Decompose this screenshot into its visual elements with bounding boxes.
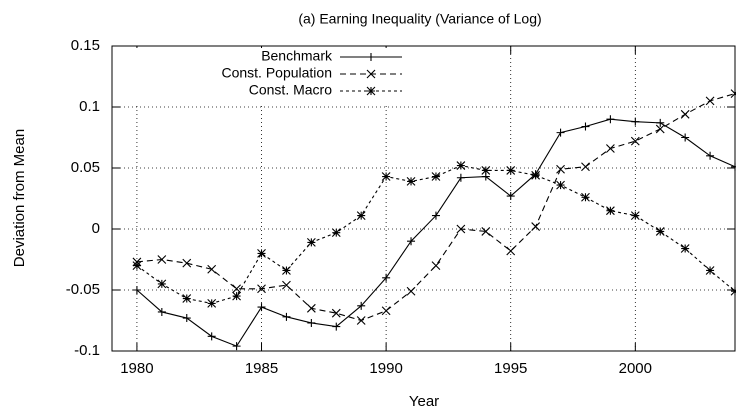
data-point bbox=[456, 161, 466, 170]
y-tick-label: 0.15 bbox=[71, 37, 100, 54]
data-point bbox=[631, 117, 640, 126]
data-point bbox=[680, 244, 690, 253]
data-point bbox=[157, 255, 167, 264]
data-point bbox=[257, 303, 266, 312]
data-point bbox=[382, 273, 391, 282]
series-line bbox=[136, 93, 736, 322]
data-point bbox=[431, 211, 440, 220]
data-point bbox=[331, 228, 341, 238]
data-point bbox=[282, 280, 291, 290]
data-point bbox=[581, 192, 590, 202]
data-point bbox=[706, 151, 715, 160]
data-point bbox=[655, 227, 665, 236]
data-point bbox=[207, 299, 217, 308]
data-point bbox=[381, 172, 391, 181]
y-axis-label: Deviation from Mean bbox=[11, 129, 28, 267]
x-tick-label: 2000 bbox=[619, 360, 652, 377]
data-point bbox=[332, 322, 341, 331]
data-point bbox=[655, 124, 665, 134]
data-point bbox=[157, 279, 167, 289]
data-point bbox=[331, 308, 341, 318]
data-point bbox=[207, 264, 217, 274]
data-point bbox=[581, 162, 590, 172]
data-point bbox=[556, 164, 565, 174]
data-point bbox=[157, 307, 166, 316]
data-point bbox=[282, 312, 291, 321]
data-point bbox=[656, 118, 665, 127]
data-point bbox=[132, 286, 141, 294]
data-point bbox=[356, 316, 366, 325]
y-tick-label: 0 bbox=[92, 220, 100, 237]
data-point bbox=[182, 294, 192, 303]
x-axis-label: Year bbox=[409, 393, 439, 410]
data-point bbox=[630, 211, 640, 220]
data-point bbox=[182, 314, 191, 323]
data-point bbox=[182, 258, 192, 268]
data-point bbox=[431, 261, 441, 270]
data-point bbox=[531, 170, 541, 180]
data-point bbox=[406, 286, 416, 296]
x-tick-label: 1980 bbox=[120, 360, 153, 377]
data-point bbox=[730, 89, 736, 98]
data-point bbox=[531, 222, 541, 231]
data-point bbox=[705, 266, 715, 275]
series-line bbox=[136, 118, 736, 347]
data-point bbox=[630, 136, 640, 146]
data-point bbox=[506, 246, 516, 256]
data-point bbox=[680, 109, 690, 119]
y-tick-label: 0.05 bbox=[71, 159, 100, 176]
data-point bbox=[431, 172, 441, 181]
legend-marker bbox=[366, 69, 376, 79]
data-point bbox=[731, 162, 736, 171]
data-point bbox=[730, 286, 736, 296]
legend-marker bbox=[366, 86, 376, 96]
y-tick-label: 0.1 bbox=[79, 98, 100, 115]
data-point bbox=[232, 342, 241, 351]
plot-frame bbox=[111, 45, 736, 352]
data-point bbox=[456, 224, 466, 234]
data-point bbox=[481, 227, 491, 236]
legend-label: Const. Population bbox=[221, 65, 332, 81]
data-point bbox=[705, 96, 715, 106]
data-point bbox=[456, 173, 465, 182]
y-tick-label: -0.05 bbox=[66, 281, 100, 298]
data-point bbox=[406, 177, 416, 186]
data-point bbox=[506, 166, 516, 175]
x-tick-label: 1985 bbox=[245, 360, 278, 377]
data-point bbox=[356, 211, 366, 220]
legend-marker bbox=[367, 53, 375, 61]
data-point bbox=[257, 249, 266, 258]
legend-label: Const. Macro bbox=[249, 82, 332, 98]
data-point bbox=[581, 122, 590, 131]
data-point bbox=[207, 332, 216, 341]
data-point bbox=[407, 237, 416, 246]
data-point bbox=[381, 306, 391, 316]
data-point bbox=[282, 266, 291, 275]
data-point bbox=[306, 238, 316, 247]
data-point bbox=[357, 301, 366, 310]
y-tick-label: -0.1 bbox=[74, 342, 100, 359]
data-point bbox=[681, 133, 690, 142]
series-line bbox=[136, 164, 736, 304]
data-point bbox=[506, 192, 515, 201]
data-point bbox=[556, 128, 565, 137]
data-point bbox=[132, 261, 142, 270]
data-point bbox=[606, 115, 615, 124]
legend-label: Benchmark bbox=[261, 48, 333, 64]
data-point bbox=[257, 284, 266, 294]
data-point bbox=[481, 166, 491, 175]
data-point bbox=[606, 206, 615, 216]
x-tick-label: 1995 bbox=[494, 360, 527, 377]
x-tick-label: 1990 bbox=[369, 360, 402, 377]
data-point bbox=[306, 303, 316, 313]
data-point bbox=[232, 291, 241, 301]
data-point bbox=[307, 318, 316, 327]
chart-title: (a) Earning Inequality (Variance of Log) bbox=[298, 11, 541, 27]
data-point bbox=[556, 180, 565, 190]
data-point bbox=[606, 144, 615, 153]
